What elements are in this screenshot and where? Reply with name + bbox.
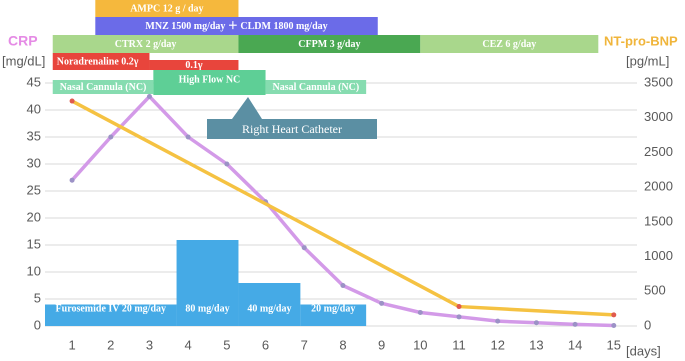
point	[495, 318, 501, 324]
treatment-label: CEZ 6 g/day	[482, 39, 536, 50]
y-tick-label: 5	[34, 290, 41, 305]
point	[301, 245, 307, 251]
treatment-bar	[420, 35, 599, 53]
dose-label: 80 mg/day	[185, 303, 229, 314]
y-tick-label: 10	[27, 263, 41, 278]
annotation: Right Heart Catheter	[242, 122, 342, 136]
point	[611, 322, 617, 328]
furosemide: Furosemide IV 20 mg/day 80 mg/day 40 mg/da…	[45, 240, 367, 326]
y-tick-label: 35	[27, 128, 41, 143]
x-tick-label: 12	[490, 337, 504, 352]
point	[146, 94, 152, 99]
y2-label: NT-pro-BNP	[604, 33, 678, 48]
y2-tick-label: 1000	[644, 248, 673, 263]
treatment-bar	[95, 17, 378, 35]
y-tick-label: 25	[27, 182, 41, 197]
x-tick-label: 5	[223, 337, 230, 352]
treatment-bar	[52, 80, 154, 94]
y-tick-label: 20	[27, 209, 41, 224]
x-tick-label: 7	[301, 337, 308, 352]
point	[69, 177, 75, 183]
y2-tick-label: 3500	[644, 74, 673, 89]
y-tick-label: 40	[27, 101, 41, 116]
treatment-label: CTRX 2 g/day	[115, 39, 177, 50]
y-tick-label: 45	[27, 74, 41, 89]
y2-tick-label: 0	[644, 317, 651, 332]
treatments: AMPC 12 g / day MNZ 1500 mg/day ＋ CLDM 18…	[52, 0, 599, 95]
y2-unit: [pg/mL]	[626, 53, 669, 68]
dose-bar	[45, 304, 177, 326]
x-tick-label: 13	[529, 337, 543, 352]
treatment-bar	[52, 35, 239, 53]
y-tick-label: 0	[34, 317, 41, 332]
point	[456, 304, 462, 310]
treatment-label: Nasal Cannula (NC)	[273, 82, 360, 93]
y-unit: [mg/dL]	[2, 53, 45, 68]
x-tick-label: 11	[452, 337, 466, 352]
treatment-label: High Flow NC	[179, 74, 241, 85]
x-tick-label: 15	[607, 337, 621, 352]
dose-label: 40 mg/day	[247, 303, 291, 314]
treatment-label: 0.1γ	[185, 60, 203, 71]
treatment-label: CFPM 3 g/day	[298, 39, 360, 50]
y2-tick-label: 2000	[644, 179, 673, 194]
treatment-bar	[95, 0, 239, 17]
x-tick-label: 2	[107, 337, 114, 352]
point	[572, 321, 578, 327]
callout	[207, 97, 377, 139]
treatment-bar	[149, 60, 239, 70]
y-tick-label: 15	[27, 236, 41, 251]
point	[108, 134, 114, 140]
point	[340, 283, 346, 288]
grid: 0510152025303540450500100015002000250030…	[27, 74, 673, 352]
dose-label: Furosemide IV 20 mg/day	[56, 303, 166, 314]
y-label: CRP	[8, 33, 38, 49]
x-tick-label: 9	[378, 337, 385, 352]
treatment-bar	[52, 53, 150, 70]
point	[69, 98, 75, 104]
dose-bar	[300, 304, 367, 326]
point	[379, 300, 385, 306]
dose-bar	[238, 283, 301, 326]
point	[224, 161, 230, 167]
x-tick-label: 10	[413, 337, 427, 352]
lines	[69, 94, 617, 328]
x-tick-label: 1	[68, 337, 75, 352]
point	[417, 310, 423, 315]
point	[185, 134, 191, 140]
x-tick-label: 8	[339, 337, 346, 352]
x-tick-label: 4	[185, 337, 192, 352]
y2-tick-label: 1500	[644, 213, 673, 228]
y2-tick-label: 3000	[644, 109, 673, 124]
treatment-label: Nasal Cannula (NC)	[60, 82, 147, 93]
treatment-bar	[265, 80, 367, 94]
treatment-bar	[238, 35, 421, 53]
dose-label: 20 mg/day	[311, 303, 355, 314]
y-tick-label: 30	[27, 155, 41, 170]
x-tick-label: 3	[146, 337, 153, 352]
x-unit: [days]	[626, 343, 661, 358]
point	[533, 320, 539, 326]
point	[456, 314, 462, 320]
treatment-bar	[153, 70, 266, 95]
dose-bar	[176, 240, 239, 326]
point	[611, 312, 617, 318]
x-tick-label: 6	[262, 337, 269, 352]
x-tick-label: 14	[568, 337, 582, 352]
y2-tick-label: 2500	[644, 144, 673, 159]
treatment-label: MNZ 1500 mg/day ＋ CLDM 1800 mg/day	[145, 20, 327, 32]
y2-tick-label: 500	[644, 283, 666, 298]
treatment-label: Noradrenaline 0.2γ	[57, 56, 139, 67]
treatment-label: AMPC 12 g / day	[130, 3, 203, 14]
